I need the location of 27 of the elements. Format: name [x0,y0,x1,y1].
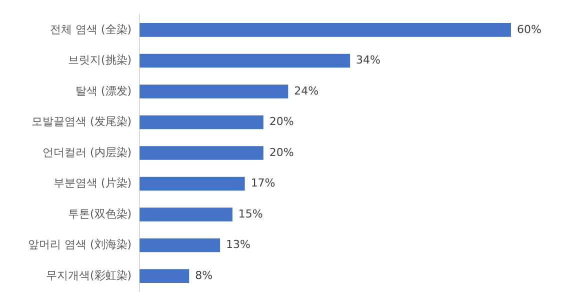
y-tick-label: 투톤(双色染) [68,207,132,220]
y-tick-label: 언더컬러 (内层染) [42,146,132,159]
y-tick-label: 브릿지(挑染) [68,54,132,67]
bar [140,54,350,68]
data-label: 34% [356,54,381,67]
data-label: 20% [269,146,294,159]
y-tick-label: 부분염색 (片染) [53,176,132,190]
data-label: 17% [250,176,276,190]
data-label: 15% [238,207,263,220]
bar [140,84,288,98]
y-tick-label: 앞머리 염색 (刘海染) [28,238,132,252]
bar [140,23,511,37]
y-tick-label: 모발끝염색 (发尾染) [31,115,132,128]
data-label: 60% [517,22,542,36]
bar [140,269,190,283]
data-label: 13% [226,238,251,252]
y-tick-label: 탈색 (漂发) [75,84,132,98]
bar [140,208,232,222]
data-label: 20% [269,115,294,128]
data-label: 8% [195,268,213,282]
bar [140,115,264,130]
bar [140,176,245,191]
y-tick-label: 전체 염색 (全染) [50,22,132,36]
bar [140,238,220,252]
data-label: 24% [294,84,319,98]
y-tick-label: 무지개색(彩虹染) [46,268,132,282]
bar [140,146,264,160]
